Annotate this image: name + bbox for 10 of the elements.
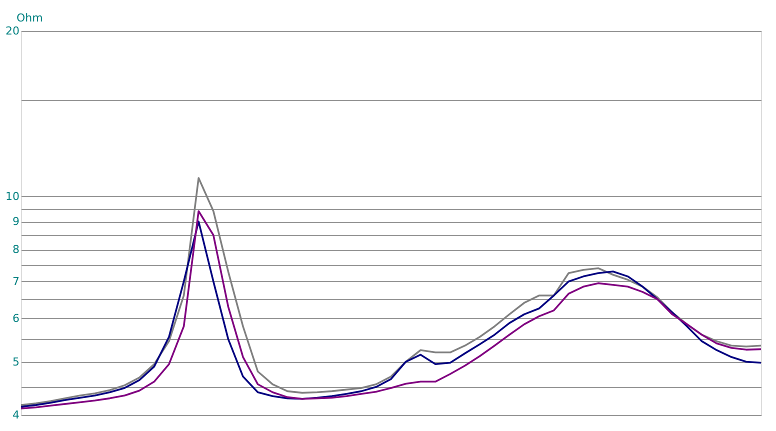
y-tick-label: 20 <box>6 24 20 38</box>
y-tick-label: 5 <box>12 355 20 368</box>
y-tick-label: 8 <box>12 243 20 256</box>
y-tick-label: 7 <box>12 274 20 288</box>
y-tick-label: 4 <box>12 408 20 422</box>
y-axis-title: Ohm <box>16 12 43 24</box>
y-tick-label: 9 <box>12 215 20 228</box>
y-tick-label: 10 <box>6 190 20 203</box>
line-series <box>20 177 762 406</box>
y-tick-label: 6 <box>12 312 20 325</box>
